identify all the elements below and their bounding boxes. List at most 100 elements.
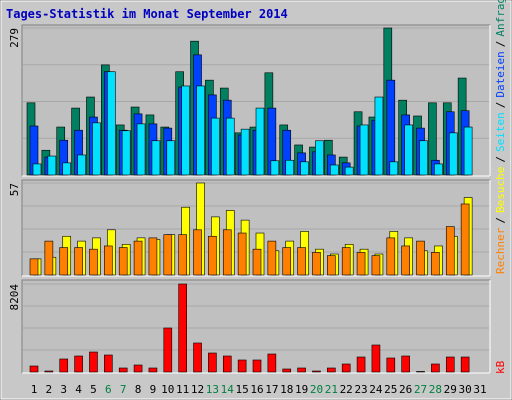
- bar: [136, 123, 146, 176]
- bar: [29, 258, 39, 276]
- x-tick-label: 20: [310, 383, 323, 396]
- x-tick-label: 24: [369, 383, 383, 396]
- bar: [181, 85, 190, 176]
- bar: [419, 140, 428, 176]
- bar: [92, 122, 101, 176]
- bar: [445, 356, 455, 373]
- bar: [315, 140, 324, 176]
- x-tick-label: 11: [176, 383, 189, 396]
- bar: [211, 117, 220, 176]
- bar: [448, 132, 458, 176]
- bar: [404, 124, 413, 176]
- x-tick-label: 27: [414, 383, 427, 396]
- bar: [460, 203, 470, 276]
- legend-separator: /: [494, 41, 507, 48]
- bar: [59, 247, 69, 276]
- bar: [431, 252, 440, 276]
- bar: [344, 166, 354, 176]
- bar: [356, 356, 366, 373]
- y-tick-label: 57: [8, 183, 21, 196]
- bar: [389, 161, 399, 176]
- legend-entry: Besuche: [494, 167, 507, 213]
- legend-entry: Seiten: [494, 112, 507, 152]
- bar: [463, 126, 473, 176]
- bar: [104, 354, 113, 373]
- x-tick-label: 21: [325, 383, 338, 396]
- x-tick-label: 18: [280, 383, 293, 396]
- bar: [104, 245, 113, 276]
- bar: [44, 370, 54, 373]
- x-tick-label: 31: [473, 383, 486, 396]
- x-tick-label: 9: [150, 383, 157, 396]
- x-tick-label: 15: [236, 383, 249, 396]
- bar: [445, 226, 455, 276]
- x-tick-label: 1: [31, 383, 38, 396]
- x-tick-label: 28: [429, 383, 442, 396]
- bar: [47, 155, 57, 176]
- bar: [327, 255, 336, 276]
- legend-separator: /: [494, 217, 507, 224]
- bar: [133, 240, 143, 276]
- bar: [267, 240, 277, 276]
- bar: [297, 247, 306, 276]
- bar: [196, 85, 205, 176]
- bar: [359, 124, 369, 176]
- y-tick-label: 279: [8, 28, 21, 48]
- x-tick-label: 16: [250, 383, 263, 396]
- bar: [300, 161, 309, 176]
- bar: [163, 327, 173, 373]
- x-tick-label: 13: [206, 383, 219, 396]
- bar: [29, 365, 39, 373]
- bar: [59, 358, 69, 373]
- bar: [148, 367, 158, 373]
- x-tick-label: 4: [75, 383, 82, 396]
- bar: [401, 355, 410, 373]
- bar: [416, 240, 425, 276]
- bar: [282, 247, 292, 276]
- bar: [133, 364, 143, 373]
- x-tick-label: 17: [265, 383, 278, 396]
- bar: [371, 344, 381, 373]
- bar: [89, 248, 98, 276]
- bar: [237, 232, 247, 276]
- x-tick-label: 29: [444, 383, 457, 396]
- bar: [151, 140, 161, 176]
- bar: [62, 162, 72, 176]
- bar: [374, 96, 384, 176]
- bar: [356, 252, 366, 276]
- bar: [222, 229, 232, 276]
- bar: [118, 367, 128, 373]
- bar: [178, 234, 187, 276]
- x-tick-label: 8: [135, 383, 142, 396]
- legend-entry: Anfragen: [494, 0, 507, 37]
- bar: [386, 357, 396, 373]
- bar: [74, 355, 83, 373]
- bar: [148, 237, 158, 276]
- bar: [401, 245, 410, 276]
- bar: [312, 252, 321, 276]
- bar: [89, 351, 98, 373]
- x-tick-label: 7: [120, 383, 127, 396]
- legend-separator: /: [494, 102, 507, 109]
- x-tick-label: 6: [105, 383, 112, 396]
- bar: [121, 130, 131, 176]
- x-tick-label: 26: [399, 383, 412, 396]
- bar: [282, 368, 292, 373]
- legend-entry: Dateien: [494, 51, 507, 97]
- bar: [74, 247, 83, 276]
- bar: [386, 237, 396, 276]
- bar: [163, 234, 173, 276]
- chart-title: Tages-Statistik im Monat September 2014: [6, 7, 288, 21]
- legend-entry: kB: [494, 360, 507, 374]
- x-tick-label: 10: [161, 383, 174, 396]
- bar: [270, 160, 280, 176]
- bar: [166, 140, 176, 176]
- bar: [327, 367, 336, 373]
- bar: [240, 128, 250, 176]
- bar: [237, 359, 247, 373]
- bar: [225, 117, 235, 176]
- bar: [77, 154, 86, 176]
- bar: [386, 79, 396, 176]
